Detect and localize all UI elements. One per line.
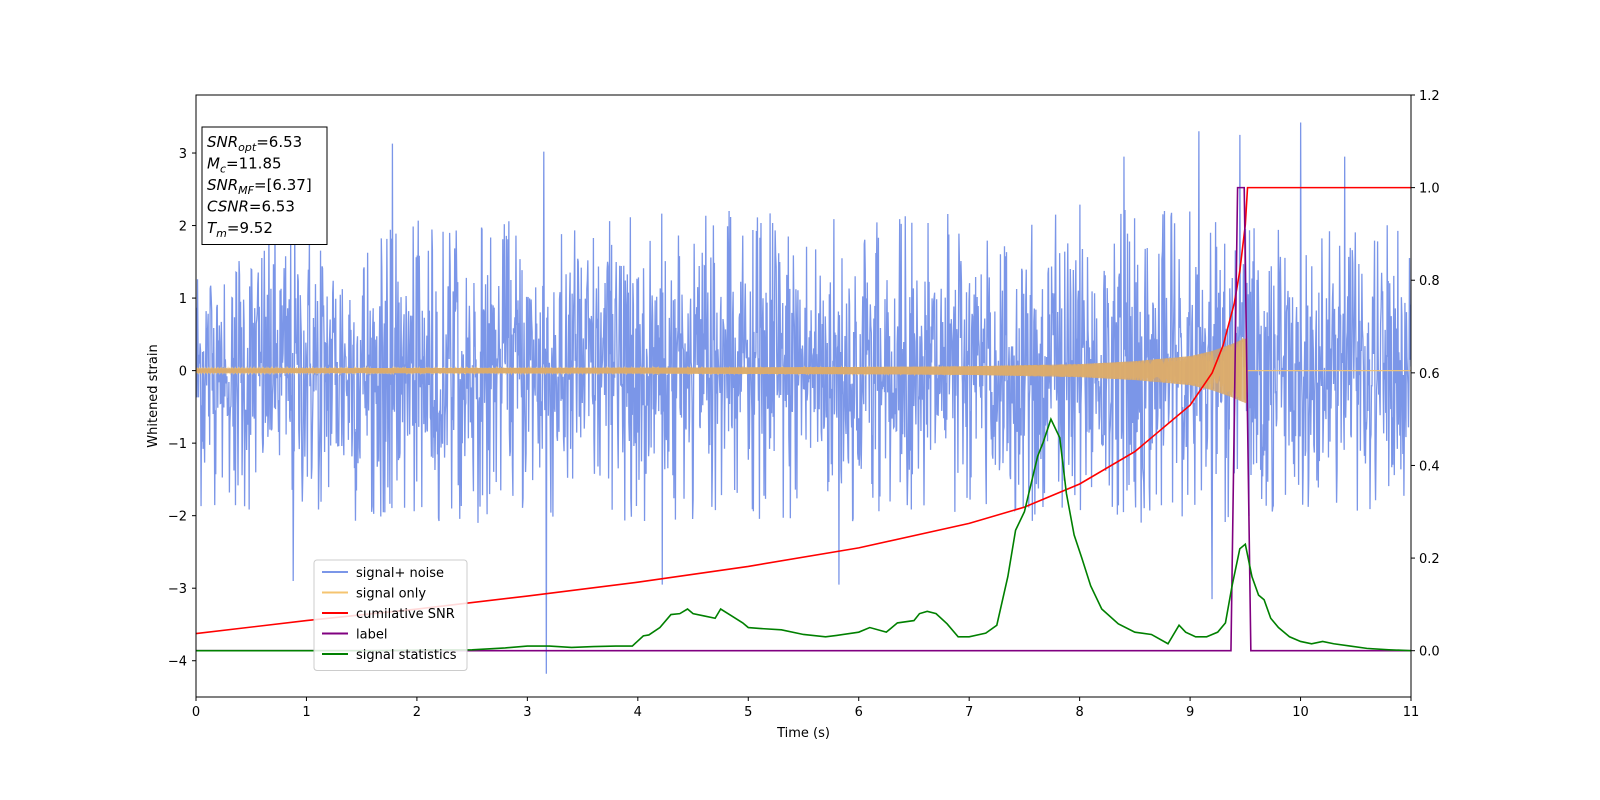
y-tick-label: −1 [168, 437, 187, 452]
legend-label-label: label [356, 628, 387, 643]
legend-label-signal-noise: signal+ noise [356, 566, 444, 581]
y2-tick-label: 0.0 [1419, 645, 1440, 660]
x-tick-label: 0 [192, 705, 200, 720]
x-axis: 0 1 2 3 4 5 6 7 8 9 10 11 [192, 697, 1419, 720]
y2-tick-label: 0.6 [1419, 367, 1440, 382]
y-tick-label: 1 [179, 292, 187, 307]
y-axis-left: −4 −3 −2 −1 0 1 2 3 [168, 147, 196, 670]
legend-label-signal-only: signal only [356, 587, 426, 602]
y2-tick-label: 1.2 [1419, 89, 1440, 104]
x-tick-label: 1 [302, 705, 310, 720]
info-line: SNRopt=6.53 [207, 133, 302, 154]
info-line: Mc=11.85 [207, 155, 282, 176]
x-tick-label: 10 [1292, 705, 1309, 720]
x-tick-label: 2 [413, 705, 421, 720]
x-tick-label: 8 [1075, 705, 1083, 720]
y2-tick-label: 0.8 [1419, 274, 1440, 289]
plot-frame [195, 94, 1412, 698]
y-tick-label: −4 [168, 655, 187, 670]
x-tick-label: 9 [1186, 705, 1194, 720]
info-line: SNRMF=[6.37] [207, 176, 312, 197]
y-tick-label: −3 [168, 582, 187, 597]
x-tick-label: 7 [965, 705, 973, 720]
y-tick-label: 2 [179, 220, 187, 235]
x-tick-label: 6 [855, 705, 863, 720]
x-tick-label: 3 [523, 705, 531, 720]
series-label [196, 186, 1411, 652]
series-layer [196, 122, 1411, 674]
x-tick-label: 11 [1403, 705, 1420, 720]
y2-tick-label: 0.2 [1419, 552, 1440, 567]
y2-tick-label: 0.4 [1419, 459, 1440, 474]
x-axis-label: Time (s) [776, 726, 830, 741]
info-box: SNRopt=6.53Mc=11.85SNRMF=[6.37]CSNR=6.53… [201, 126, 328, 245]
y-axis-label: Whitened strain [146, 344, 161, 447]
series-signal-only-envelope [196, 337, 1248, 404]
info-line: Tm=9.52 [207, 219, 273, 240]
legend-label-cumilative-snr: cumilative SNR [356, 607, 455, 622]
legend-frame [313, 559, 468, 671]
legend: signal+ noise signal only cumilative SNR la… [313, 559, 468, 671]
x-tick-label: 4 [634, 705, 642, 720]
x-tick-label: 5 [744, 705, 752, 720]
y-axis-right: 0.0 0.2 0.4 0.6 0.8 1.0 1.2 [1411, 89, 1440, 660]
info-line: CSNR=6.53 [207, 198, 295, 216]
legend-label-signal-statistics: signal statistics [356, 648, 457, 663]
y-tick-label: 0 [179, 365, 187, 380]
y2-tick-label: 1.0 [1419, 182, 1440, 197]
series-cumilative-snr [196, 186, 1411, 635]
series-signal-noise [196, 122, 1411, 674]
series-signal-statistics [196, 417, 1411, 652]
y-tick-label: 3 [179, 147, 187, 162]
info-box-frame [201, 126, 328, 245]
y-tick-label: −2 [168, 510, 187, 525]
